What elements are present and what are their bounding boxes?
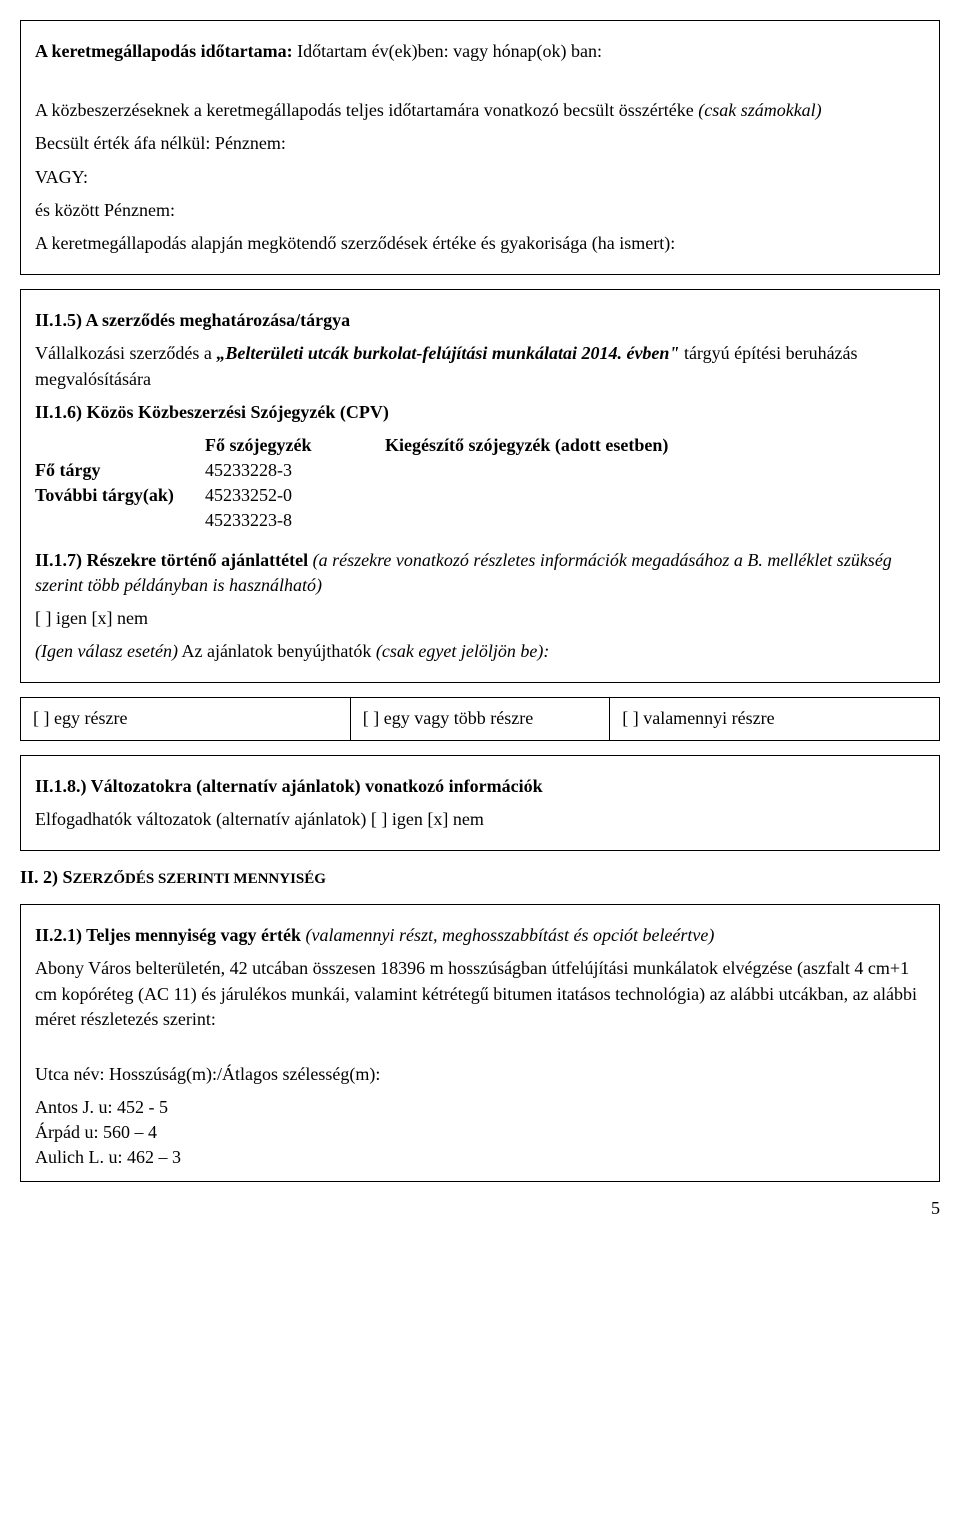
street-1: Antos J. u: 452 - 5 bbox=[35, 1095, 925, 1120]
estimate-text: A közbeszerzéseknek a keretmegállapodás … bbox=[35, 100, 698, 120]
line-or: VAGY: bbox=[35, 165, 925, 190]
ii-1-7-bold: II.1.7) Részekre történő ajánlattétel bbox=[35, 550, 313, 570]
page-number: 5 bbox=[20, 1196, 940, 1221]
ii-1-8-text: Elfogadhatók változatok (alternatív aján… bbox=[35, 807, 925, 832]
line-estimate: A közbeszerzéseknek a keretmegállapodás … bbox=[35, 98, 925, 123]
street-2: Árpád u: 560 – 4 bbox=[35, 1120, 925, 1145]
ii-1-7-note-i1: (Igen válasz esetén) bbox=[35, 641, 178, 661]
street-3: Aulich L. u: 462 – 3 bbox=[35, 1145, 925, 1170]
ii-2-1-title: II.2.1) Teljes mennyiség vagy érték (val… bbox=[35, 923, 925, 948]
ii-1-7-note: (Igen válasz esetén) Az ajánlatok benyúj… bbox=[35, 639, 925, 664]
box-ii-1-8: II.1.8.) Változatokra (alternatív ajánla… bbox=[20, 755, 940, 851]
ii-1-7: II.1.7) Részekre történő ajánlattétel (a… bbox=[35, 548, 925, 598]
ii-1-5-t2: „Belterületi utcák burkolat-felújítási m… bbox=[216, 343, 679, 363]
cpv-header-main: Fő szójegyzék bbox=[205, 433, 385, 458]
ii-2-1-p2: Utca név: Hosszúság(m):/Átlagos szélessé… bbox=[35, 1062, 925, 1087]
lots-table: [ ] egy részre [ ] egy vagy több részre … bbox=[20, 697, 940, 740]
ii-1-5-body: Vállalkozási szerződés a „Belterületi ut… bbox=[35, 341, 925, 391]
ii-1-8-title: II.1.8.) Változatokra (alternatív ajánla… bbox=[35, 774, 925, 799]
cpv-row-additional: További tárgy(ak) 45233252-0 bbox=[35, 483, 925, 508]
cpv-main-label: Fő tárgy bbox=[35, 458, 205, 483]
line-contracts-value: A keretmegállapodás alapján megkötendő s… bbox=[35, 231, 925, 256]
line-between: és között Pénznem: bbox=[35, 198, 925, 223]
ii-1-7-choice: [ ] igen [x] nem bbox=[35, 606, 925, 631]
cpv-add-val2: 45233223-8 bbox=[205, 508, 925, 533]
box-ii-1-5-to-7: II.1.5) A szerződés meghatározása/tárgya… bbox=[20, 289, 940, 683]
ii-1-5-t1: Vállalkozási szerződés a bbox=[35, 343, 216, 363]
ii-1-7-note-rest: Az ajánlatok benyújthatók bbox=[178, 641, 376, 661]
ii-2-prefix: II. 2) S bbox=[20, 867, 73, 887]
cpv-headers: Fő szójegyzék Kiegészítő szójegyzék (ado… bbox=[205, 433, 925, 458]
ii-2-rest: ZERZŐDÉS SZERINTI MENNYISÉG bbox=[73, 871, 326, 887]
box-framework-duration: A keretmegállapodás időtartama: Időtarta… bbox=[20, 20, 940, 275]
duration-label: A keretmegállapodás időtartama: bbox=[35, 41, 293, 61]
duration-rest: Időtartam év(ek)ben: vagy hónap(ok) ban: bbox=[293, 41, 602, 61]
ii-2-heading: II. 2) SZERZŐDÉS SZERINTI MENNYISÉG bbox=[20, 865, 940, 890]
ii-1-7-note-i2: (csak egyet jelöljön be): bbox=[376, 641, 549, 661]
lots-c1: [ ] egy részre bbox=[20, 697, 350, 740]
ii-1-6-title: II.1.6) Közös Közbeszerzési Szójegyzék (… bbox=[35, 400, 925, 425]
line-exclvat: Becsült érték áfa nélkül: Pénznem: bbox=[35, 131, 925, 156]
cpv-main-val: 45233228-3 bbox=[205, 458, 292, 483]
cpv-row-main: Fő tárgy 45233228-3 bbox=[35, 458, 925, 483]
cpv-header-suppl: Kiegészítő szójegyzék (adott esetben) bbox=[385, 433, 668, 458]
ii-1-5-title: II.1.5) A szerződés meghatározása/tárgya bbox=[35, 308, 925, 333]
cpv-add-label: További tárgy(ak) bbox=[35, 483, 205, 508]
lots-c3: [ ] valamennyi részre bbox=[609, 697, 940, 740]
estimate-italic: (csak számokkal) bbox=[698, 100, 821, 120]
ii-2-1-italic: (valamennyi részt, meghosszabbítást és o… bbox=[305, 925, 714, 945]
line-duration: A keretmegállapodás időtartama: Időtarta… bbox=[35, 39, 925, 64]
ii-2-1-p1: Abony Város belterületén, 42 utcában öss… bbox=[35, 956, 925, 1032]
ii-2-1-bold: II.2.1) Teljes mennyiség vagy érték bbox=[35, 925, 305, 945]
lots-c2: [ ] egy vagy több részre bbox=[350, 697, 609, 740]
box-ii-2-1: II.2.1) Teljes mennyiség vagy érték (val… bbox=[20, 904, 940, 1182]
cpv-add-val1: 45233252-0 bbox=[205, 483, 292, 508]
